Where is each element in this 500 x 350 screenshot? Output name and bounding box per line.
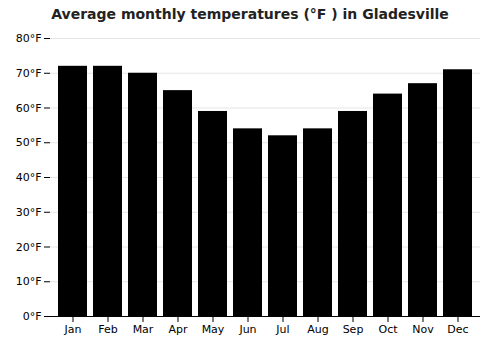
svg-text:Mar: Mar bbox=[133, 323, 154, 336]
svg-text:70°F: 70°F bbox=[16, 67, 42, 80]
svg-text:Jan: Jan bbox=[64, 323, 82, 336]
html-text:Average monthly temperatures (: Average monthly temperatures (°F ) in Gl… bbox=[51, 6, 449, 22]
svg-text:Jul: Jul bbox=[275, 323, 289, 336]
svg-text:Apr: Apr bbox=[168, 323, 188, 336]
svg-text:May: May bbox=[202, 323, 225, 336]
svg-text:80°F: 80°F bbox=[16, 32, 42, 45]
svg-text:20°F: 20°F bbox=[16, 241, 42, 254]
svg-text:40°F: 40°F bbox=[16, 171, 42, 184]
svg-text:10°F: 10°F bbox=[16, 275, 42, 288]
svg-text:Oct: Oct bbox=[378, 323, 398, 336]
svg-text:30°F: 30°F bbox=[16, 206, 42, 219]
svg-text:Dec: Dec bbox=[447, 323, 468, 336]
svg-text:50°F: 50°F bbox=[16, 136, 42, 149]
svg-text:Nov: Nov bbox=[412, 323, 434, 336]
svg-text:0°F: 0°F bbox=[23, 310, 42, 323]
svg-text:60°F: 60°F bbox=[16, 102, 42, 115]
svg-text:Aug: Aug bbox=[307, 323, 328, 336]
svg-text:Jun: Jun bbox=[238, 323, 256, 336]
svg-text:Sep: Sep bbox=[343, 323, 364, 336]
svg-text:Feb: Feb bbox=[98, 323, 117, 336]
